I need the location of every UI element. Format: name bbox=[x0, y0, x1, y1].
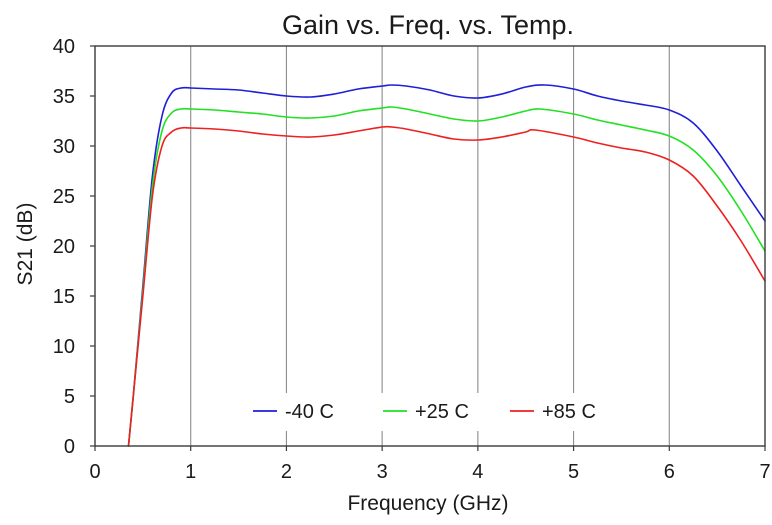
x-tick-label: 4 bbox=[472, 461, 483, 483]
y-tick-label: 0 bbox=[64, 436, 75, 458]
y-tick-label: 35 bbox=[53, 86, 75, 108]
series-line-3 bbox=[127, 125, 766, 447]
x-tick-label: 5 bbox=[568, 461, 579, 483]
series-line-2 bbox=[127, 106, 766, 447]
x-tick-label: 0 bbox=[89, 461, 100, 483]
y-tick-label: 25 bbox=[53, 186, 75, 208]
y-axis-title: S21 (dB) bbox=[14, 203, 37, 286]
y-tick-label: 15 bbox=[53, 286, 75, 308]
axis-ticks: 0 1 2 3 4 5 6 7 0 5 10 15 20 25 30 35 40 bbox=[53, 36, 771, 483]
legend-label-2: +25 C bbox=[415, 401, 469, 423]
series-lines bbox=[127, 84, 766, 447]
grid-lines bbox=[190, 46, 670, 446]
x-tick-label: 2 bbox=[281, 461, 292, 483]
x-tick-label: 7 bbox=[759, 461, 770, 483]
y-tick-label: 30 bbox=[53, 136, 75, 158]
x-tick-label: 1 bbox=[185, 461, 196, 483]
x-axis-title: Frequency (GHz) bbox=[347, 492, 508, 515]
y-tick-label: 5 bbox=[64, 386, 75, 408]
y-tick-label: 10 bbox=[53, 336, 75, 358]
series-line-1 bbox=[127, 84, 766, 447]
legend-box bbox=[216, 393, 634, 431]
plot-frame bbox=[94, 45, 766, 447]
legend-label-3: +85 C bbox=[542, 401, 596, 423]
y-tick-label: 20 bbox=[53, 236, 75, 258]
legend: -40 C +25 C +85 C bbox=[216, 393, 634, 431]
y-tick-label: 40 bbox=[53, 36, 75, 58]
x-tick-label: 3 bbox=[377, 461, 388, 483]
x-tick-label: 6 bbox=[664, 461, 675, 483]
legend-label-1: -40 C bbox=[285, 401, 334, 423]
chart-title: Gain vs. Freq. vs. Temp. bbox=[282, 10, 574, 40]
